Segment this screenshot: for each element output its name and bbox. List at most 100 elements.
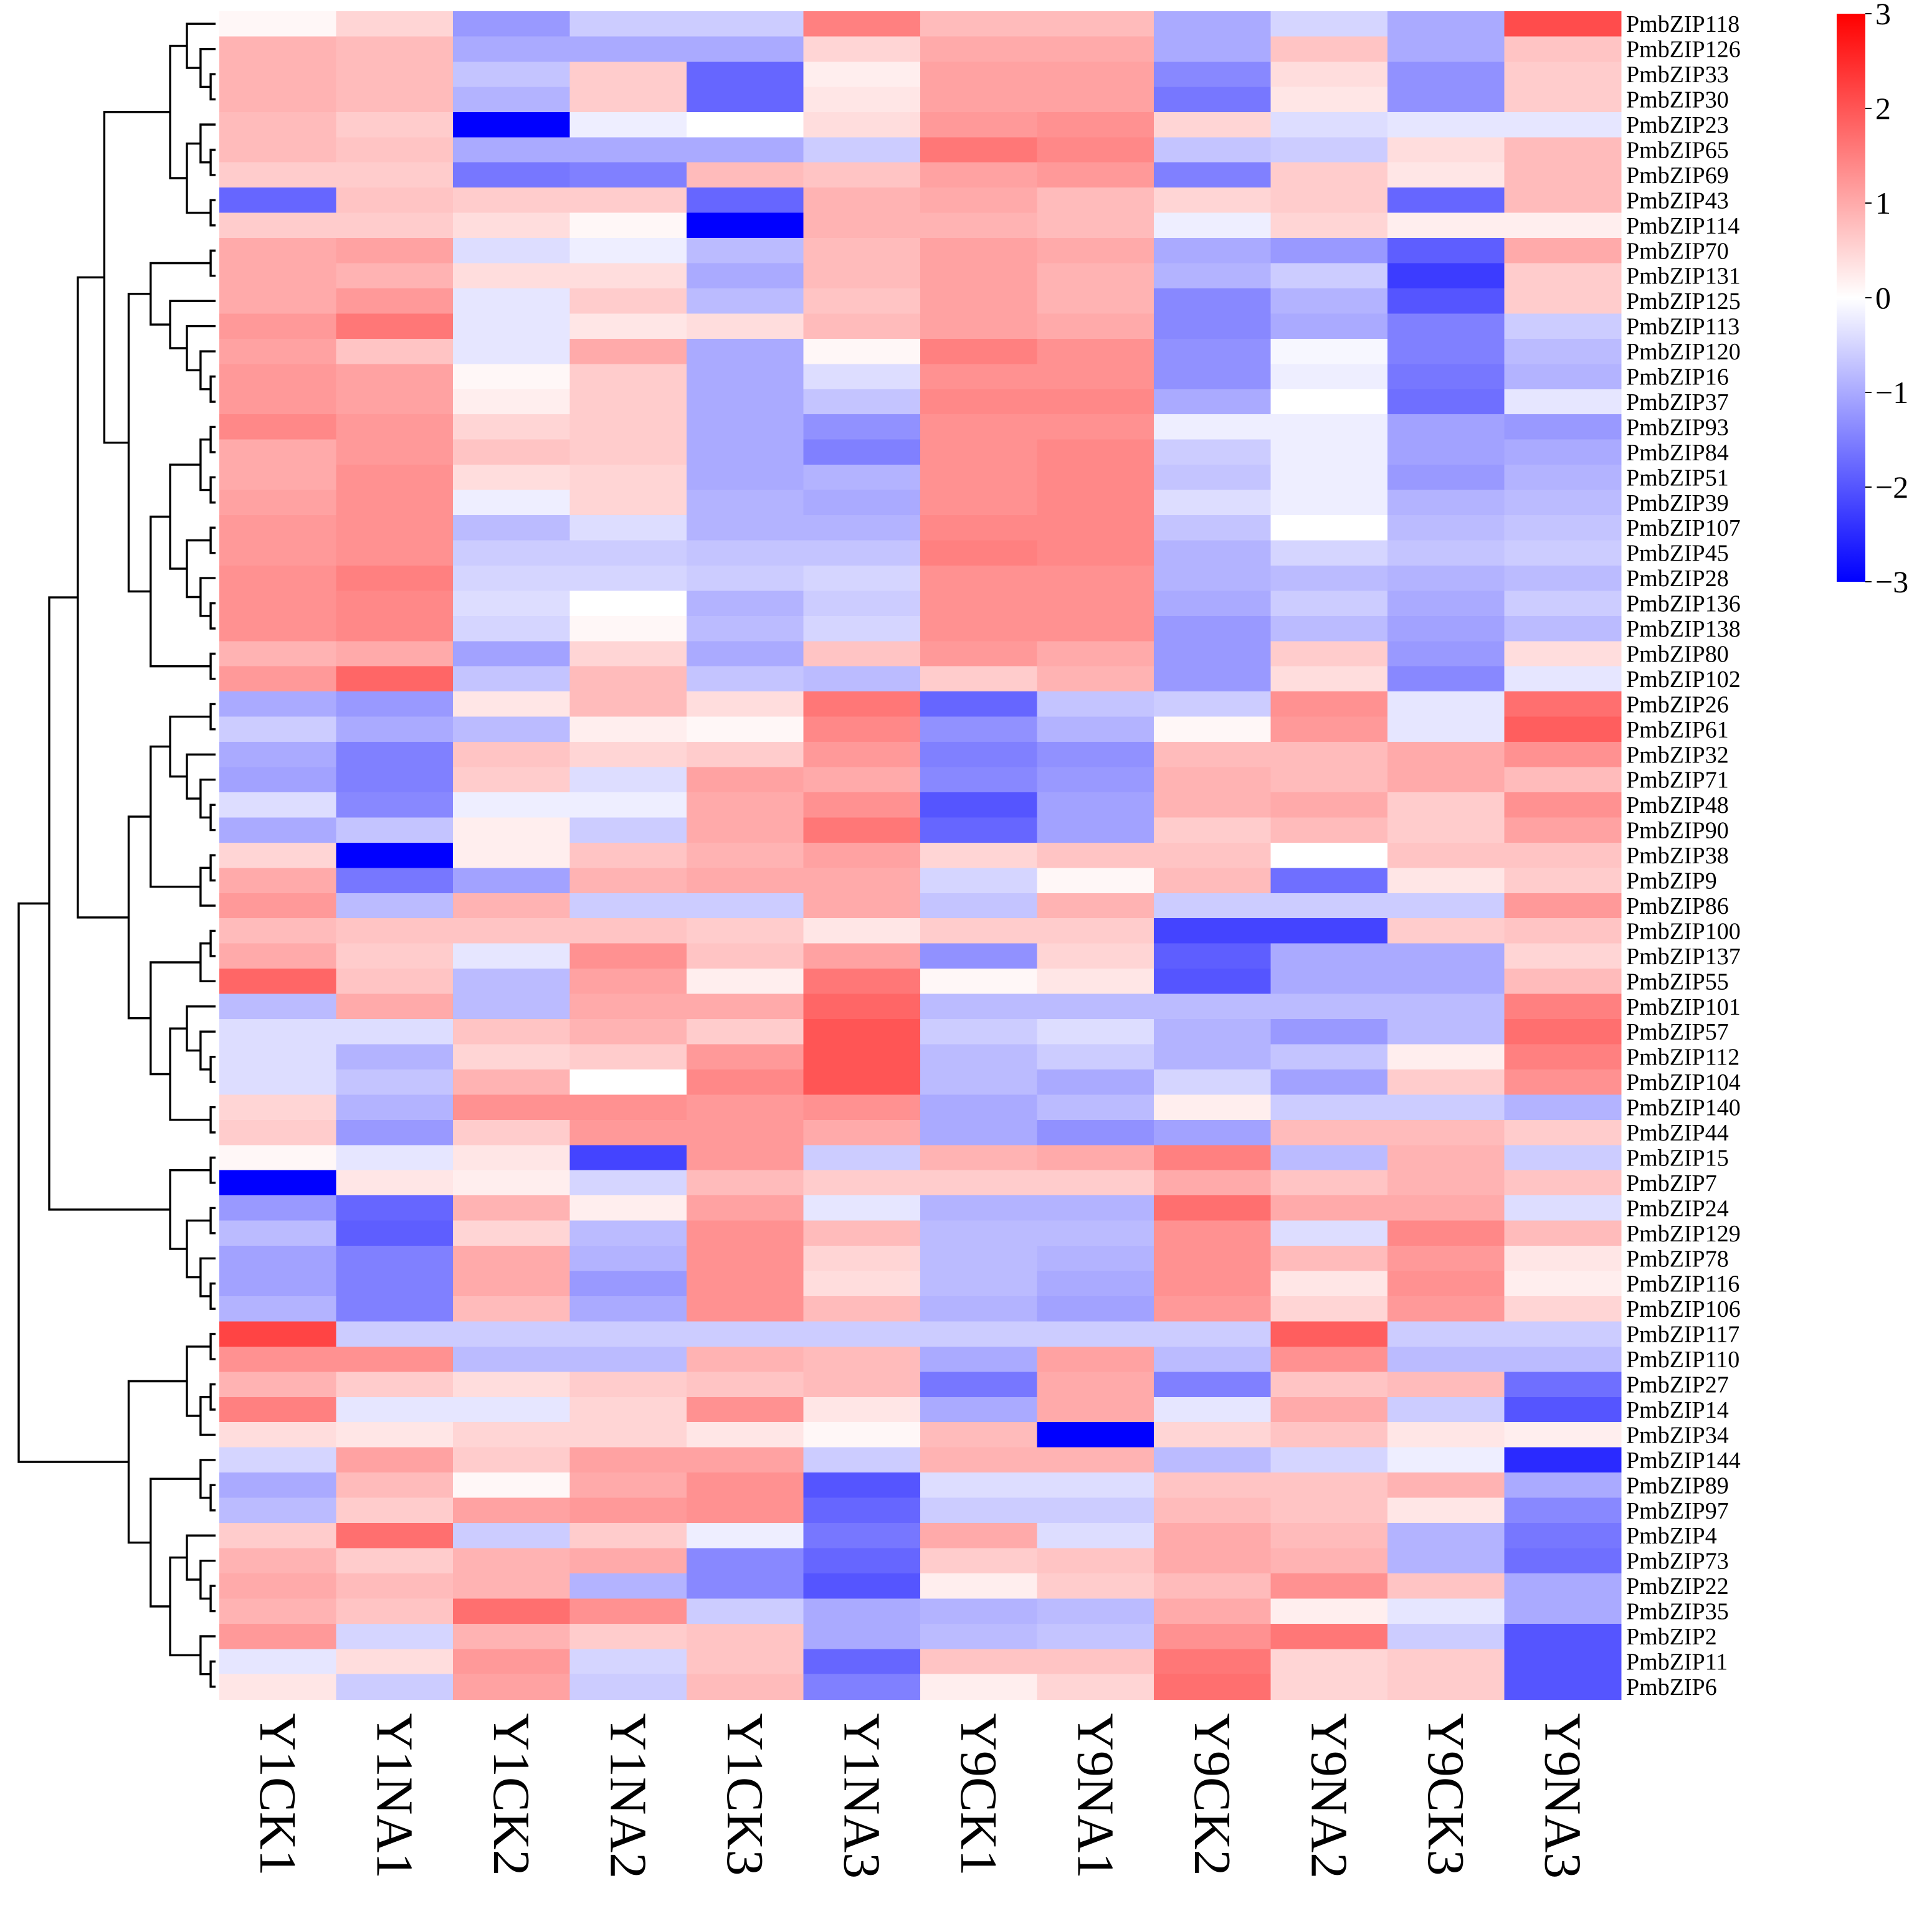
heatmap-cell [1504,1649,1622,1675]
heatmap-cell [1037,238,1154,264]
heatmap-cell [687,36,804,62]
heatmap-cell [569,767,687,793]
heatmap-cell [1037,1271,1154,1297]
row-label: PmbZIP30 [1626,87,1729,113]
heatmap-cell [1270,338,1388,364]
row-label: PmbZIP43 [1626,187,1729,214]
heatmap-cell [803,1271,921,1297]
heatmap-cell [453,162,571,188]
heatmap-cell [453,641,571,667]
dendrogram-branch [209,526,216,554]
heatmap-cell [1270,1044,1388,1070]
heatmap-cell [1504,1623,1622,1649]
heatmap-cell [803,842,921,868]
heatmap-cell [1154,414,1272,440]
heatmap-cell [803,490,921,516]
heatmap-cell [219,36,337,62]
dendrogram-branch [209,854,216,882]
heatmap-cell [1387,263,1505,289]
heatmap-cell [920,666,1038,692]
heatmap-cell [803,313,921,339]
dendrogram-branch [199,48,216,88]
heatmap-cell [803,615,921,642]
heatmap-cell [453,540,571,566]
dendrogram-branch [103,111,171,444]
heatmap-cell [1270,1119,1388,1145]
heatmap-cell [1270,1220,1388,1246]
dendrogram-branch [169,715,211,778]
row-label: PmbZIP27 [1626,1372,1729,1398]
heatmap-cell [1037,1321,1154,1347]
heatmap-cell [1270,1447,1388,1473]
dendrogram-branch [209,602,216,630]
heatmap-cell [803,1372,921,1398]
dendrogram-branch [169,1027,211,1121]
heatmap-cell [1037,641,1154,667]
heatmap-cell [687,263,804,289]
heatmap-cell [920,515,1038,541]
heatmap-cell [1270,238,1388,264]
heatmap-cell [453,1094,571,1121]
heatmap-cell [687,742,804,768]
heatmap-cell [1037,1069,1154,1095]
column-label: Y1NA2 [599,1713,657,1879]
heatmap-cell [336,842,454,868]
heatmap-cell [453,137,571,163]
heatmap-cell [687,1195,804,1221]
heatmap-cell [336,590,454,617]
heatmap-cell [569,515,687,541]
heatmap-cell [453,1548,571,1574]
row-label: PmbZIP100 [1626,918,1741,944]
heatmap-cell [1037,742,1154,768]
dendrogram-branch [199,779,216,819]
heatmap-cell [569,893,687,919]
heatmap-cell [1387,1296,1505,1322]
heatmap-cell [219,238,337,264]
row-label: PmbZIP45 [1626,541,1729,567]
heatmap-cell [336,1069,454,1095]
heatmap-cell [803,868,921,894]
heatmap-cell [687,1623,804,1649]
heatmap-cell [569,338,687,364]
heatmap-cell [1270,1598,1388,1624]
heatmap-cell [803,111,921,138]
heatmap-cell [687,162,804,188]
heatmap-cell [569,943,687,969]
heatmap-cell [1037,767,1154,793]
row-label: PmbZIP55 [1626,969,1729,995]
heatmap-cell [1154,36,1272,62]
heatmap-cell [219,540,337,566]
heatmap-cell [920,364,1038,390]
row-label: PmbZIP120 [1626,339,1741,365]
dendrogram-branch [169,300,216,349]
heatmap-cell [920,842,1038,868]
heatmap-cell [687,1548,804,1574]
row-label: PmbZIP78 [1626,1246,1729,1272]
heatmap-cell [1387,439,1505,465]
heatmap-cell [1270,1674,1388,1700]
column-label: Y9NA3 [1533,1713,1591,1879]
heatmap-cell [1504,11,1622,37]
heatmap-cell [453,1321,571,1347]
heatmap-cell [569,238,687,264]
heatmap-cell [687,313,804,339]
heatmap-cell [336,1044,454,1070]
heatmap-cell [219,338,337,364]
heatmap-cell [1154,137,1272,163]
heatmap-cell [1037,1548,1154,1574]
heatmap-cell [569,1523,687,1549]
row-label: PmbZIP104 [1626,1069,1741,1096]
heatmap-cell [1387,313,1505,339]
heatmap-cell [569,615,687,642]
heatmap-cell [1504,187,1622,214]
heatmap-cell [1270,414,1388,440]
heatmap-cell [1037,1372,1154,1398]
heatmap-cell [1387,666,1505,692]
heatmap-cell [453,111,571,138]
heatmap-cell [803,187,921,214]
heatmap-cell [1154,1044,1272,1070]
heatmap-cell [803,767,921,793]
heatmap-cell [1504,439,1622,465]
heatmap-cell [1504,288,1622,314]
heatmap-cell [1270,1271,1388,1297]
